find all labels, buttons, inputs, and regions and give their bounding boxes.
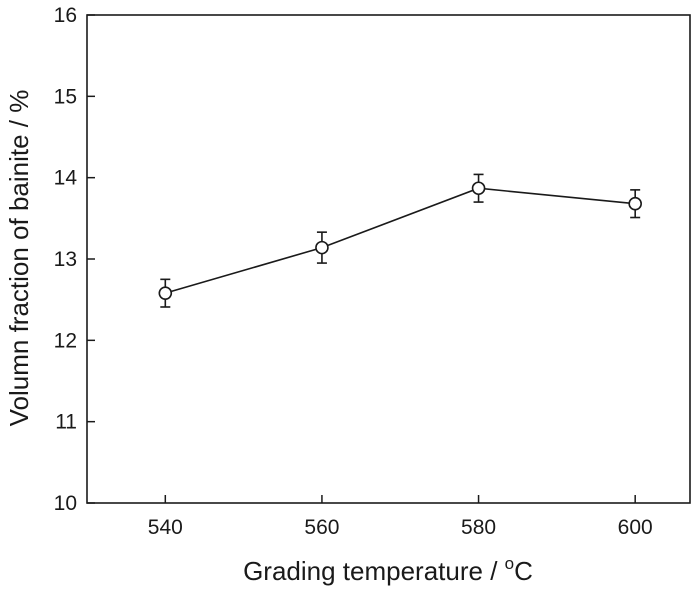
y-tick-label: 15 xyxy=(54,85,77,108)
data-point xyxy=(471,181,486,196)
x-tick-label: 560 xyxy=(304,516,339,539)
x-tick-label: 580 xyxy=(461,516,496,539)
x-axis-title: Grading temperature / oC xyxy=(243,554,533,586)
y-tick-label: 13 xyxy=(54,248,77,271)
data-point xyxy=(628,196,642,211)
y-axis-title: Volumn fraction of bainite / % xyxy=(4,90,34,427)
y-tick-label: 11 xyxy=(55,411,77,434)
ticks: 10 11 12 13 14 15 16 540 560 580 600 xyxy=(54,4,653,539)
x-tick-label: 540 xyxy=(148,516,183,539)
y-tick-label: 12 xyxy=(54,329,77,352)
data-point xyxy=(158,286,173,300)
y-tick-label: 10 xyxy=(54,492,77,515)
plot-frame xyxy=(86,14,691,504)
x-tick-label: 600 xyxy=(618,516,653,539)
data-point xyxy=(315,240,329,255)
y-tick-label: 14 xyxy=(54,167,78,190)
series-line xyxy=(165,187,636,294)
y-tick-label: 16 xyxy=(54,4,77,27)
series xyxy=(158,173,642,308)
